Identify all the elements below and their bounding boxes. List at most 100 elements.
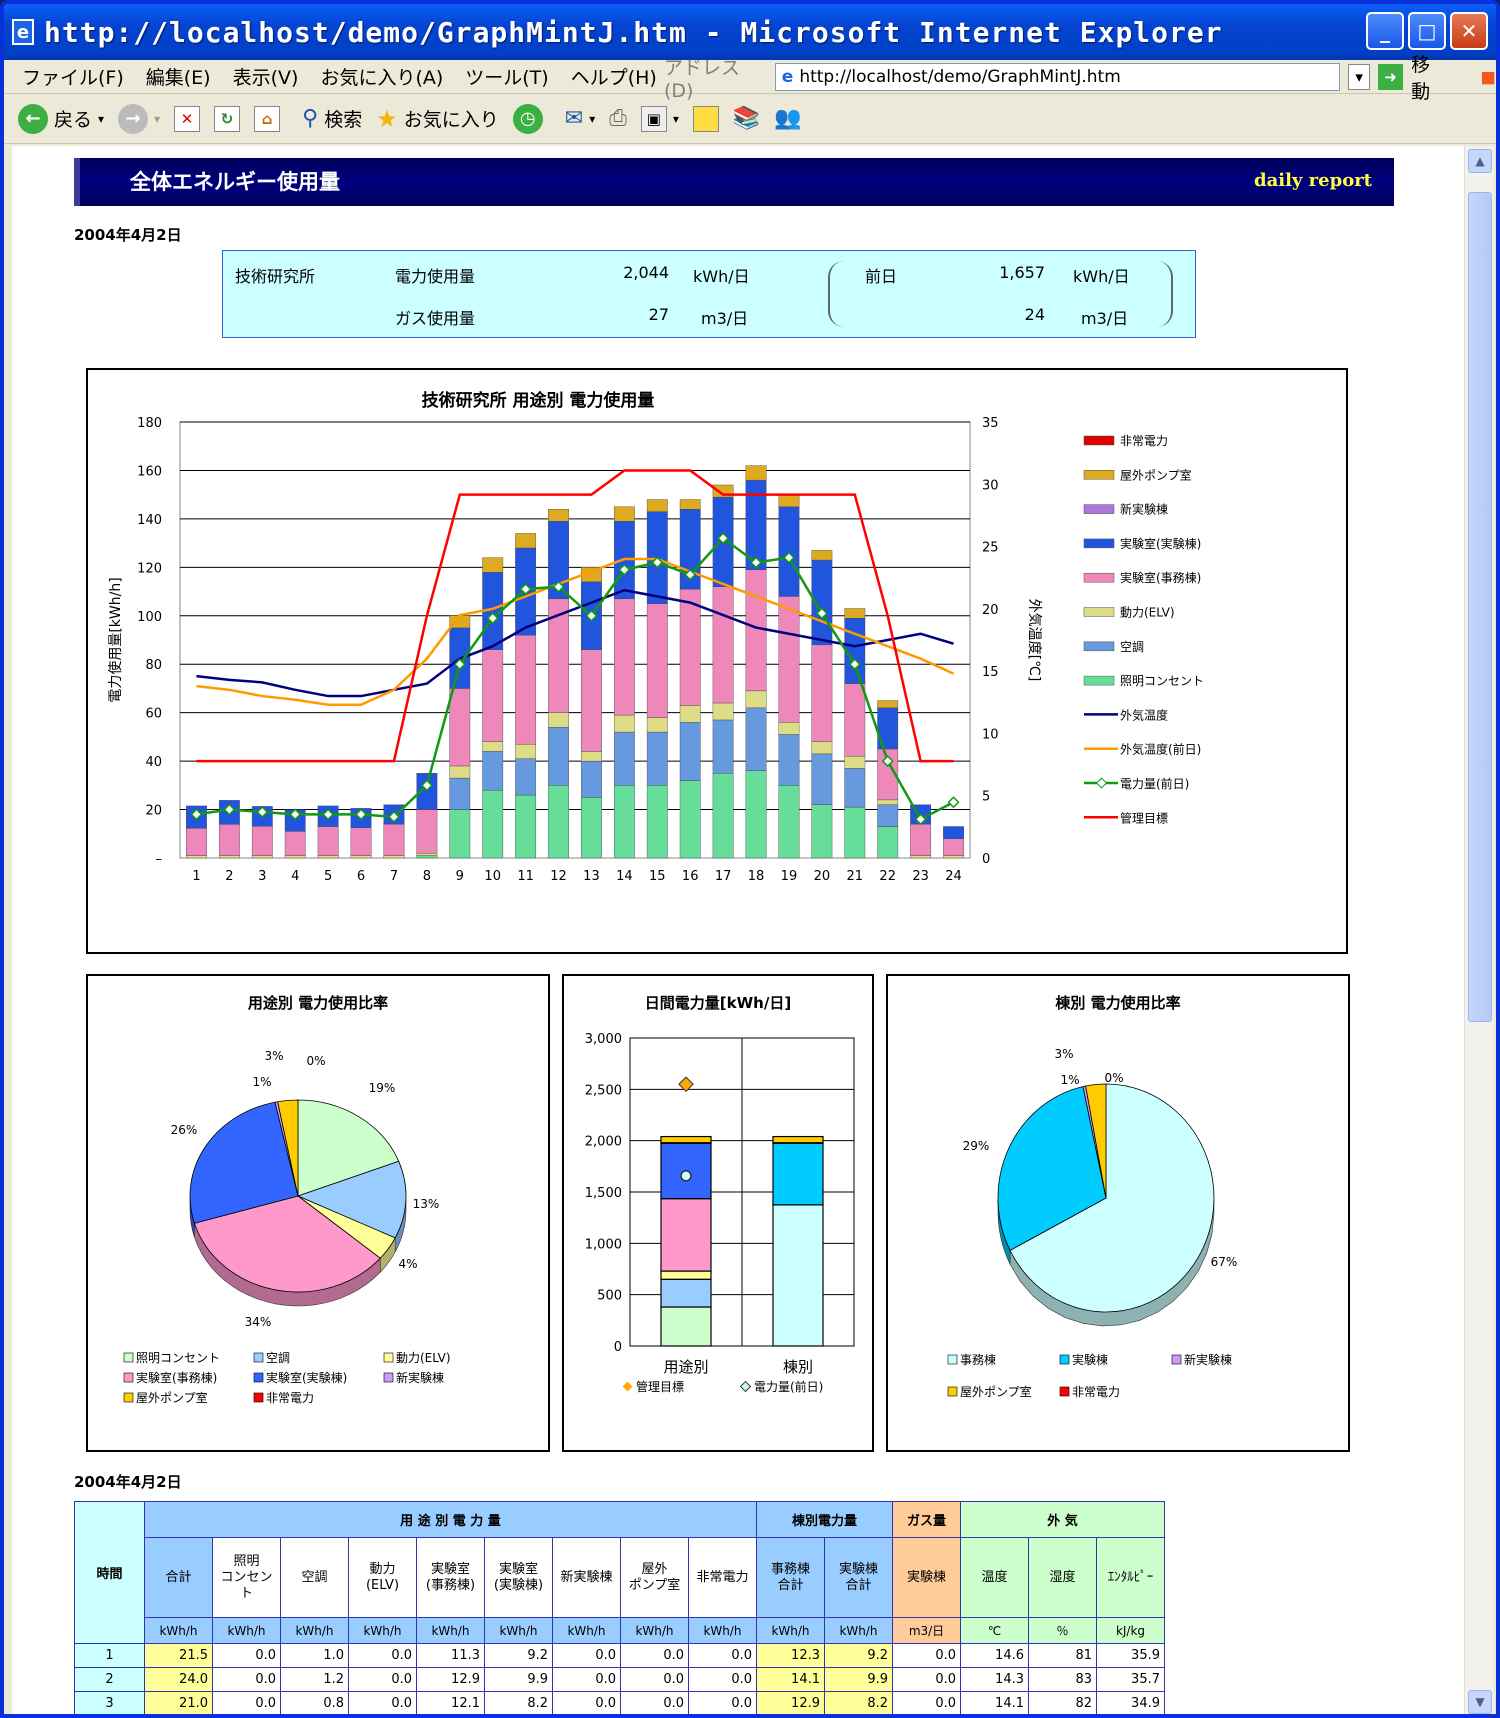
y-tick-label: 20 <box>145 804 162 819</box>
header-building: 棟別電力量 <box>756 1501 893 1538</box>
column-header: 新実験棟 <box>552 1537 621 1618</box>
column-header: 温度 <box>960 1537 1029 1618</box>
bar-segment <box>350 827 372 856</box>
column-header: 合計 <box>144 1537 213 1618</box>
back-button[interactable]: ← 戻る ▾ <box>18 103 104 134</box>
bar-segment <box>251 855 273 859</box>
messenger-button[interactable]: 👥 <box>774 106 801 131</box>
favorites-button[interactable]: ★ お気に入り <box>376 105 499 133</box>
line-marker <box>651 556 664 569</box>
menu-file[interactable]: ファイル(F) <box>22 67 124 89</box>
maximize-button[interactable]: □ <box>1408 12 1446 50</box>
legend-label: 照明コンセント <box>136 1351 220 1365</box>
bar-segment <box>383 823 405 856</box>
y-tick-label: 3,000 <box>585 1032 622 1047</box>
print-button[interactable]: ⎙ <box>609 106 627 131</box>
go-arrow-icon[interactable]: ➜ <box>1377 64 1404 90</box>
use-ratio-pie-chart: 用途別 電力使用比率 19% 13% 4% 34% 26% 1% 3% 0% 照明コンセント 空調 動… <box>123 994 451 1405</box>
forward-arrow-icon: → <box>118 103 149 134</box>
x-tick-label: 棟別 <box>783 1358 813 1376</box>
bar-segment <box>660 1135 712 1144</box>
legend-label: 非常電力 <box>266 1391 314 1405</box>
title-bar[interactable]: e http://localhost/demo/GraphMintJ.htm -… <box>4 4 1496 60</box>
scroll-thumb[interactable] <box>1468 192 1492 1022</box>
y-tick-label: 120 <box>137 561 162 576</box>
y2-tick-label: 0 <box>982 852 990 867</box>
x-tick-label: 24 <box>945 869 962 884</box>
bar-segment <box>218 855 240 859</box>
column-header-row: 合計 照明 コンセント 空調 動力(ELV) 実験室 (事務棟) 実験室 (実験棟) 新実験… <box>75 1537 1165 1618</box>
discuss-button[interactable] <box>692 105 719 132</box>
menu-edit[interactable]: 編集(E) <box>145 67 211 89</box>
unit-cell: ℃ <box>960 1617 1029 1644</box>
value-cell: 0.0 <box>892 1691 961 1714</box>
prev-label: 前日 <box>865 267 898 286</box>
value-cell: 34.9 <box>1096 1691 1165 1714</box>
menu-tools[interactable]: ツール(T) <box>465 67 549 89</box>
home-button[interactable]: ⌂ <box>254 105 281 132</box>
menu-view[interactable]: 表示(V) <box>232 67 299 89</box>
research-button[interactable]: 📚 <box>733 106 760 131</box>
address-dropdown-icon[interactable]: ▾ <box>1348 64 1370 90</box>
address-input[interactable]: e http://localhost/demo/GraphMintJ.htm <box>774 63 1341 91</box>
unit-cell: m3/日 <box>892 1617 961 1644</box>
mail-button[interactable]: ✉ ▾ <box>564 106 596 131</box>
header-outside: 外 気 <box>960 1501 1165 1538</box>
edit-button[interactable]: ▣ ▾ <box>640 105 679 132</box>
vertical-scrollbar[interactable]: ▲ ▼ <box>1464 146 1494 1714</box>
legend-label: 事務棟 <box>960 1352 996 1367</box>
line-marker <box>552 580 565 593</box>
bar-segment <box>515 758 537 796</box>
x-tick-label: 12 <box>550 869 567 884</box>
bar-segment <box>660 1278 712 1308</box>
y2-tick-label: 5 <box>982 790 990 805</box>
unit-cell: kWh/h <box>280 1617 349 1644</box>
go-button[interactable]: 移動 <box>1411 54 1431 103</box>
close-button[interactable]: ✕ <box>1450 12 1488 50</box>
use-pie-panel: 用途別 電力使用比率 19% 13% 4% 34% 26% 1% 3% 0% 照明コンセント 空調 動… <box>86 974 550 1452</box>
legend-swatch <box>1059 1386 1070 1397</box>
elec-value: 2,044 <box>623 263 669 282</box>
menu-help[interactable]: ヘルプ(H) <box>570 67 657 89</box>
hour-cell: 3 <box>74 1691 145 1714</box>
line-marker <box>881 755 894 768</box>
pie-label: 0% <box>306 1054 325 1068</box>
bar-segment <box>581 760 602 798</box>
minimize-button[interactable]: _ <box>1366 12 1404 50</box>
mail-icon: ✉ <box>564 106 584 131</box>
pie-slice <box>1085 1083 1107 1199</box>
line-marker <box>585 609 598 622</box>
legend-label: 実験棟 <box>1072 1352 1108 1367</box>
y-tick-label: 60 <box>145 707 162 722</box>
scroll-down-icon[interactable]: ▼ <box>1468 1690 1492 1714</box>
menu-favorites[interactable]: お気に入り(A) <box>320 67 444 89</box>
bar-segment <box>646 717 668 733</box>
refresh-button[interactable]: ↻ <box>214 105 241 132</box>
y-tick-label: 40 <box>145 755 162 770</box>
bar-segment <box>877 804 899 827</box>
legend-label: 照明コンセント <box>1120 674 1204 688</box>
column-header: 屋外 ポンプ室 <box>620 1537 689 1618</box>
value-cell: 14.1 <box>960 1691 1029 1714</box>
pie-label: 3% <box>264 1049 283 1063</box>
bar-segment <box>581 797 602 859</box>
bar-segment <box>548 727 569 786</box>
pie-title: 棟別 電力使用比率 <box>1055 994 1180 1012</box>
back-label: 戻る <box>54 109 93 131</box>
scroll-up-icon[interactable]: ▲ <box>1468 149 1492 173</box>
bar-segment <box>778 734 800 786</box>
pie-label: 67% <box>1211 1255 1238 1269</box>
forward-button[interactable]: → ▾ <box>118 103 160 134</box>
legend-swatch <box>1083 641 1115 652</box>
y-tick-label: 1,000 <box>585 1237 622 1252</box>
bar-segment <box>383 855 405 859</box>
search-button[interactable]: ⚲ 検索 <box>302 105 362 132</box>
legend-label: 空調 <box>1120 640 1144 654</box>
target-marker <box>678 1076 694 1092</box>
line-marker <box>848 658 861 671</box>
value-cell: 0.8 <box>280 1691 349 1714</box>
history-button[interactable]: ◷ <box>512 103 543 134</box>
value-cell: 24.0 <box>144 1667 213 1692</box>
line-marker <box>815 607 828 620</box>
stop-button[interactable]: ✕ <box>174 105 201 132</box>
